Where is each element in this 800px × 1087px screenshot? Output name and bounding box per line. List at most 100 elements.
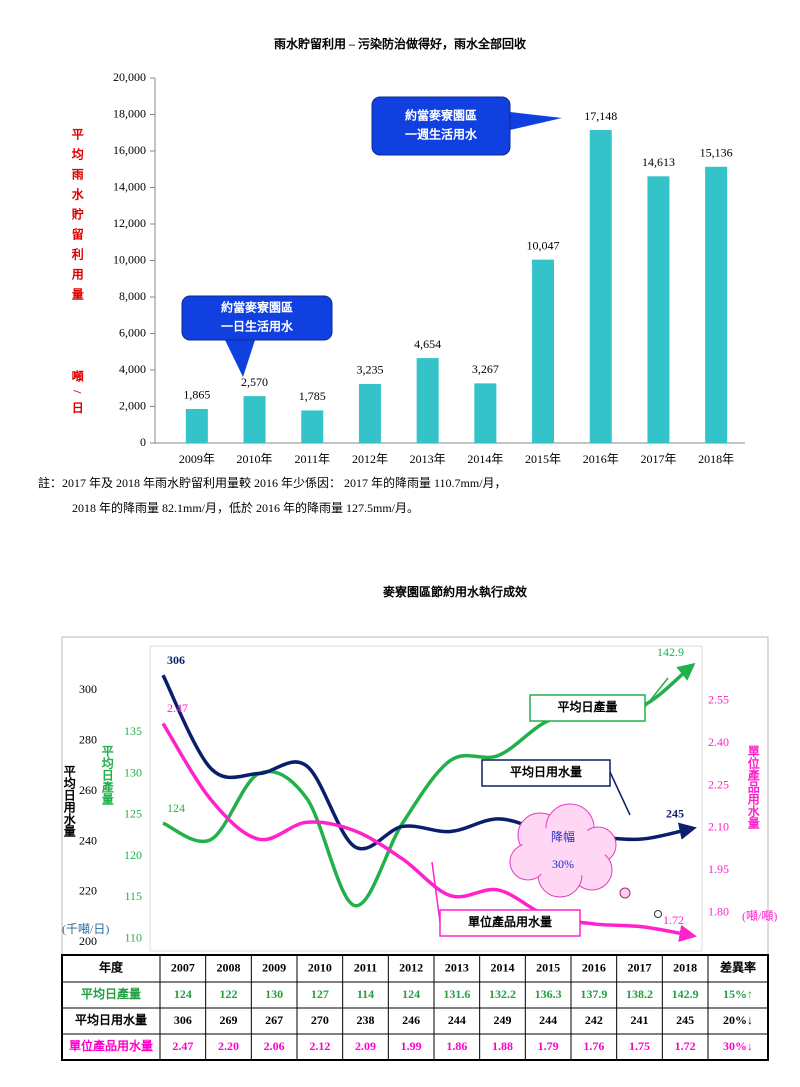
table-cell: 2.09: [355, 1039, 376, 1053]
value-label: 1,785: [299, 389, 326, 403]
x-tick-label: 2015年: [525, 452, 561, 466]
x-tick-label: 2011年: [294, 452, 330, 466]
y-axis-label: 平均雨水貯留利用量: [70, 128, 84, 308]
y-tick-label: 2.40: [708, 735, 729, 749]
table-cell: 245: [676, 1013, 694, 1027]
y-tick-label: 20,000: [113, 70, 146, 84]
table-cell: 2.20: [218, 1039, 239, 1053]
value-label: 3,235: [356, 363, 383, 377]
bar: [474, 383, 497, 443]
decoration: [619, 887, 631, 899]
y-tick-label: 16,000: [113, 143, 146, 157]
y-tick-label: 18,000: [113, 106, 146, 120]
x-tick-label: 2016年: [583, 452, 619, 466]
table-cell: 15%↑: [723, 987, 753, 1001]
note-line: 2018 年的降雨量 82.1mm/月，低於 2016 年的降雨量 127.5m…: [72, 500, 419, 515]
table-row-name: 平均日產量: [81, 986, 141, 1001]
table-header: 2007: [171, 960, 195, 974]
table-header: 2015: [536, 960, 560, 974]
y-axis-label: 平均日產量: [100, 745, 114, 805]
y-tick-label: 12,000: [113, 216, 146, 230]
table-cell: 124: [174, 987, 192, 1001]
plot-frame: [149, 645, 703, 952]
callout-text: 約當麥寮園區: [405, 107, 477, 122]
table-cell: 130: [265, 987, 283, 1001]
value-label: 142.9: [657, 645, 684, 659]
x-tick-label: 2018年: [698, 452, 734, 466]
y-tick-label: 1.80: [708, 904, 729, 918]
table-cell: 242: [585, 1013, 603, 1027]
table-cell: 1.79: [538, 1039, 559, 1053]
value-label: 10,047: [527, 238, 560, 252]
y-tick-label: 260: [79, 783, 97, 797]
y-tick-label: 240: [79, 833, 97, 847]
legend-leader: [644, 677, 669, 708]
table-cell: 270: [311, 1013, 329, 1027]
y-axis-label: 單位產品用水量: [746, 745, 760, 829]
y-tick-label: 220: [79, 884, 97, 898]
y-tick-label: 2.55: [708, 693, 729, 707]
y-tick-label: 4,000: [119, 362, 146, 376]
legend-box: [439, 909, 581, 937]
table-cell: 142.9: [672, 987, 699, 1001]
table-cell: 131.6: [443, 987, 470, 1001]
table-cell: 2.12: [309, 1039, 330, 1053]
y-tick-label: 2,000: [119, 398, 146, 412]
y-tick-label: 6,000: [119, 325, 146, 339]
y-tick-label: 300: [79, 682, 97, 696]
y-tick-label: 125: [124, 807, 142, 821]
table-cell: 1.88: [492, 1039, 513, 1053]
table-header: 2010: [308, 960, 332, 974]
table-header: 2008: [217, 960, 241, 974]
bar: [647, 176, 670, 443]
y-tick-label: 2.25: [708, 777, 729, 791]
table-header: 2012: [399, 960, 423, 974]
table-header: 2018: [673, 960, 697, 974]
x-tick-label: 2009年: [179, 452, 215, 466]
value-label: 15,136: [700, 146, 733, 160]
table-header: 2011: [354, 960, 377, 974]
table-cell: 1.72: [675, 1039, 696, 1053]
legend-label: 平均日用水量: [510, 764, 582, 779]
table-cell: 2.47: [172, 1039, 193, 1053]
table-cell: 1.99: [401, 1039, 422, 1053]
table-cell: 138.2: [626, 987, 653, 1001]
y-tick-label: 200: [79, 934, 97, 948]
table-cell: 1.86: [446, 1039, 467, 1053]
table-header: 年度: [99, 959, 124, 974]
bar: [705, 166, 728, 443]
series-line: [161, 722, 697, 943]
callout-text: 一日生活用水: [221, 318, 294, 333]
y-tick-label: 0: [140, 435, 146, 449]
y-axis-label: 平均日用水量: [62, 765, 76, 837]
value-label: 306: [167, 653, 185, 667]
y-tick-label: 14,000: [113, 179, 146, 193]
y-tick-label: 10,000: [113, 252, 146, 266]
table-cell: 132.2: [489, 987, 516, 1001]
note-line: 註：2017 年及 2018 年雨水貯留利用量較 2016 年少係因： 2017…: [38, 475, 507, 490]
x-tick-label: 2017年: [640, 452, 676, 466]
x-tick-label: 2010年: [237, 452, 273, 466]
bar: [301, 410, 324, 443]
table-cell: 246: [402, 1013, 420, 1027]
table-header: 2017: [628, 960, 652, 974]
y-axis-unit: (噸/噸): [742, 909, 777, 923]
table-row-name: 單位產品用水量: [69, 1038, 153, 1053]
y-tick-label: 120: [124, 848, 142, 862]
table-header: 2014: [491, 960, 515, 974]
y-tick-label: 8,000: [119, 289, 146, 303]
legend-leader: [609, 771, 631, 816]
bar: [589, 130, 612, 443]
table-cell: 241: [631, 1013, 649, 1027]
legend-box: [481, 759, 611, 787]
callout-pointer: [225, 340, 255, 377]
table-cell: 137.9: [580, 987, 607, 1001]
table-cell: 238: [357, 1013, 375, 1027]
callout-box: [181, 295, 333, 341]
callout-text: 降幅: [551, 829, 575, 844]
x-tick-label: 2012年: [352, 452, 388, 466]
value-label: 1,865: [183, 388, 210, 402]
table-cell: 306: [174, 1013, 192, 1027]
